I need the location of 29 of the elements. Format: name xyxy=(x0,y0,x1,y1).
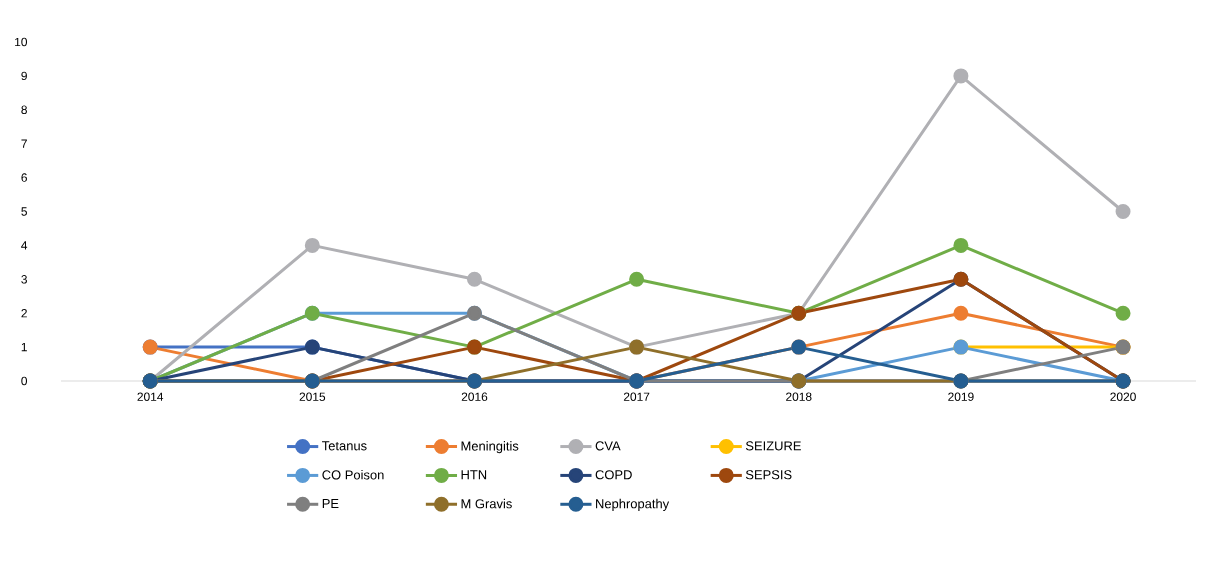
x-tick-label: 2014 xyxy=(137,392,164,401)
legend-label: CVA xyxy=(595,441,621,451)
y-tick-label: 8 xyxy=(21,105,27,115)
y-tick-label: 9 xyxy=(21,71,27,81)
legend-label: Meningitis xyxy=(461,441,519,454)
legend-label: SEPSIS xyxy=(745,470,792,480)
y-tick-label: 5 xyxy=(21,207,27,216)
x-tick-label: 2017 xyxy=(623,392,650,401)
x-tick-label: 2015 xyxy=(299,392,326,401)
x-tick-label: 2020 xyxy=(1110,392,1136,401)
y-tick-label: 3 xyxy=(21,275,27,284)
x-tick-label: 2018 xyxy=(786,392,812,401)
legend-label: SEIZURE xyxy=(745,441,801,451)
legend-label: CO Poison xyxy=(322,469,384,480)
x-tick-label: 2019 xyxy=(948,392,974,401)
legend-label: M Gravis xyxy=(461,498,512,509)
y-tick-label: 4 xyxy=(21,241,28,250)
y-tick-label: 7 xyxy=(21,139,27,148)
legend-label: PE xyxy=(322,499,339,508)
y-tick-label: 6 xyxy=(21,173,27,182)
legend-label: Tetanus xyxy=(322,441,367,451)
legend-label: COPD xyxy=(595,470,632,480)
y-tick-label: 10 xyxy=(15,37,28,47)
legend-label: Nephropathy xyxy=(596,498,670,511)
y-tick-label: 0 xyxy=(21,376,28,386)
x-tick-label: 2016 xyxy=(461,392,488,401)
legend-label: HTN xyxy=(461,470,487,480)
y-tick-label: 2 xyxy=(21,309,27,318)
y-tick-label: 1 xyxy=(21,342,27,352)
